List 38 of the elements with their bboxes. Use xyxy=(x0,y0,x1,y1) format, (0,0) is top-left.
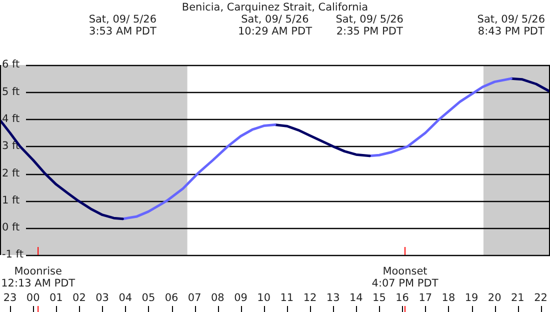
x-tick-label: 20 xyxy=(488,292,502,304)
text: Sat, 09/ 5/26 3:53 AM PDT xyxy=(88,14,157,38)
text: Sat, 09/ 5/26 8:43 PM PDT xyxy=(477,14,546,38)
x-tick-label: 08 xyxy=(211,292,224,304)
x-tick-label: 02 xyxy=(72,292,86,304)
x-tick-label: 04 xyxy=(118,292,132,304)
x-tick-label: 23 xyxy=(3,292,17,304)
chart-title: Benicia, Carquinez Strait, California xyxy=(182,2,368,14)
ref-line-label: Moonrise 12:13 AM PDT xyxy=(1,266,76,290)
y-tick-label: 5 ft xyxy=(2,86,20,98)
x-tick-label: 03 xyxy=(96,292,109,304)
text: Sat, 09/ 5/26 2:35 PM PDT xyxy=(336,14,404,38)
x-tick-label: 22 xyxy=(534,292,548,304)
x-tick-label: 16 xyxy=(396,292,410,304)
x-tick-label: 05 xyxy=(142,292,156,304)
x-tick-label: 06 xyxy=(164,292,179,304)
x-tick-label: 18 xyxy=(442,292,456,304)
x-tick-label: 12 xyxy=(303,292,317,304)
y-tick-label: 6 ft xyxy=(2,58,20,71)
x-tick-label: 00 xyxy=(26,292,40,304)
x-tick-label: 21 xyxy=(511,292,524,304)
text: Sat, 09/ 5/26 10:29 AM PDT xyxy=(238,14,313,38)
x-tick-label: 17 xyxy=(418,292,432,304)
x-tick-label: 19 xyxy=(464,292,478,304)
x-tick-label: 09 xyxy=(234,292,248,304)
ref-line-label: Moonset 4:07 PM PDT xyxy=(372,266,439,290)
x-tick-label: 11 xyxy=(280,292,294,304)
x-tick-label: 01 xyxy=(49,292,63,304)
y-tick-label: 2 ft xyxy=(2,167,20,180)
y-tick-label: -1 ft xyxy=(2,248,24,261)
y-tick-label: 0 ft xyxy=(2,222,20,234)
x-tick-label: 14 xyxy=(349,292,364,304)
x-tick-label: 07 xyxy=(188,292,202,304)
x-tick-label: 15 xyxy=(372,292,386,304)
y-tick-label: 4 ft xyxy=(2,113,20,126)
y-tick-label: 1 ft xyxy=(2,194,20,206)
x-tick-label: 13 xyxy=(326,292,340,304)
x-tick-label: 10 xyxy=(257,292,271,304)
